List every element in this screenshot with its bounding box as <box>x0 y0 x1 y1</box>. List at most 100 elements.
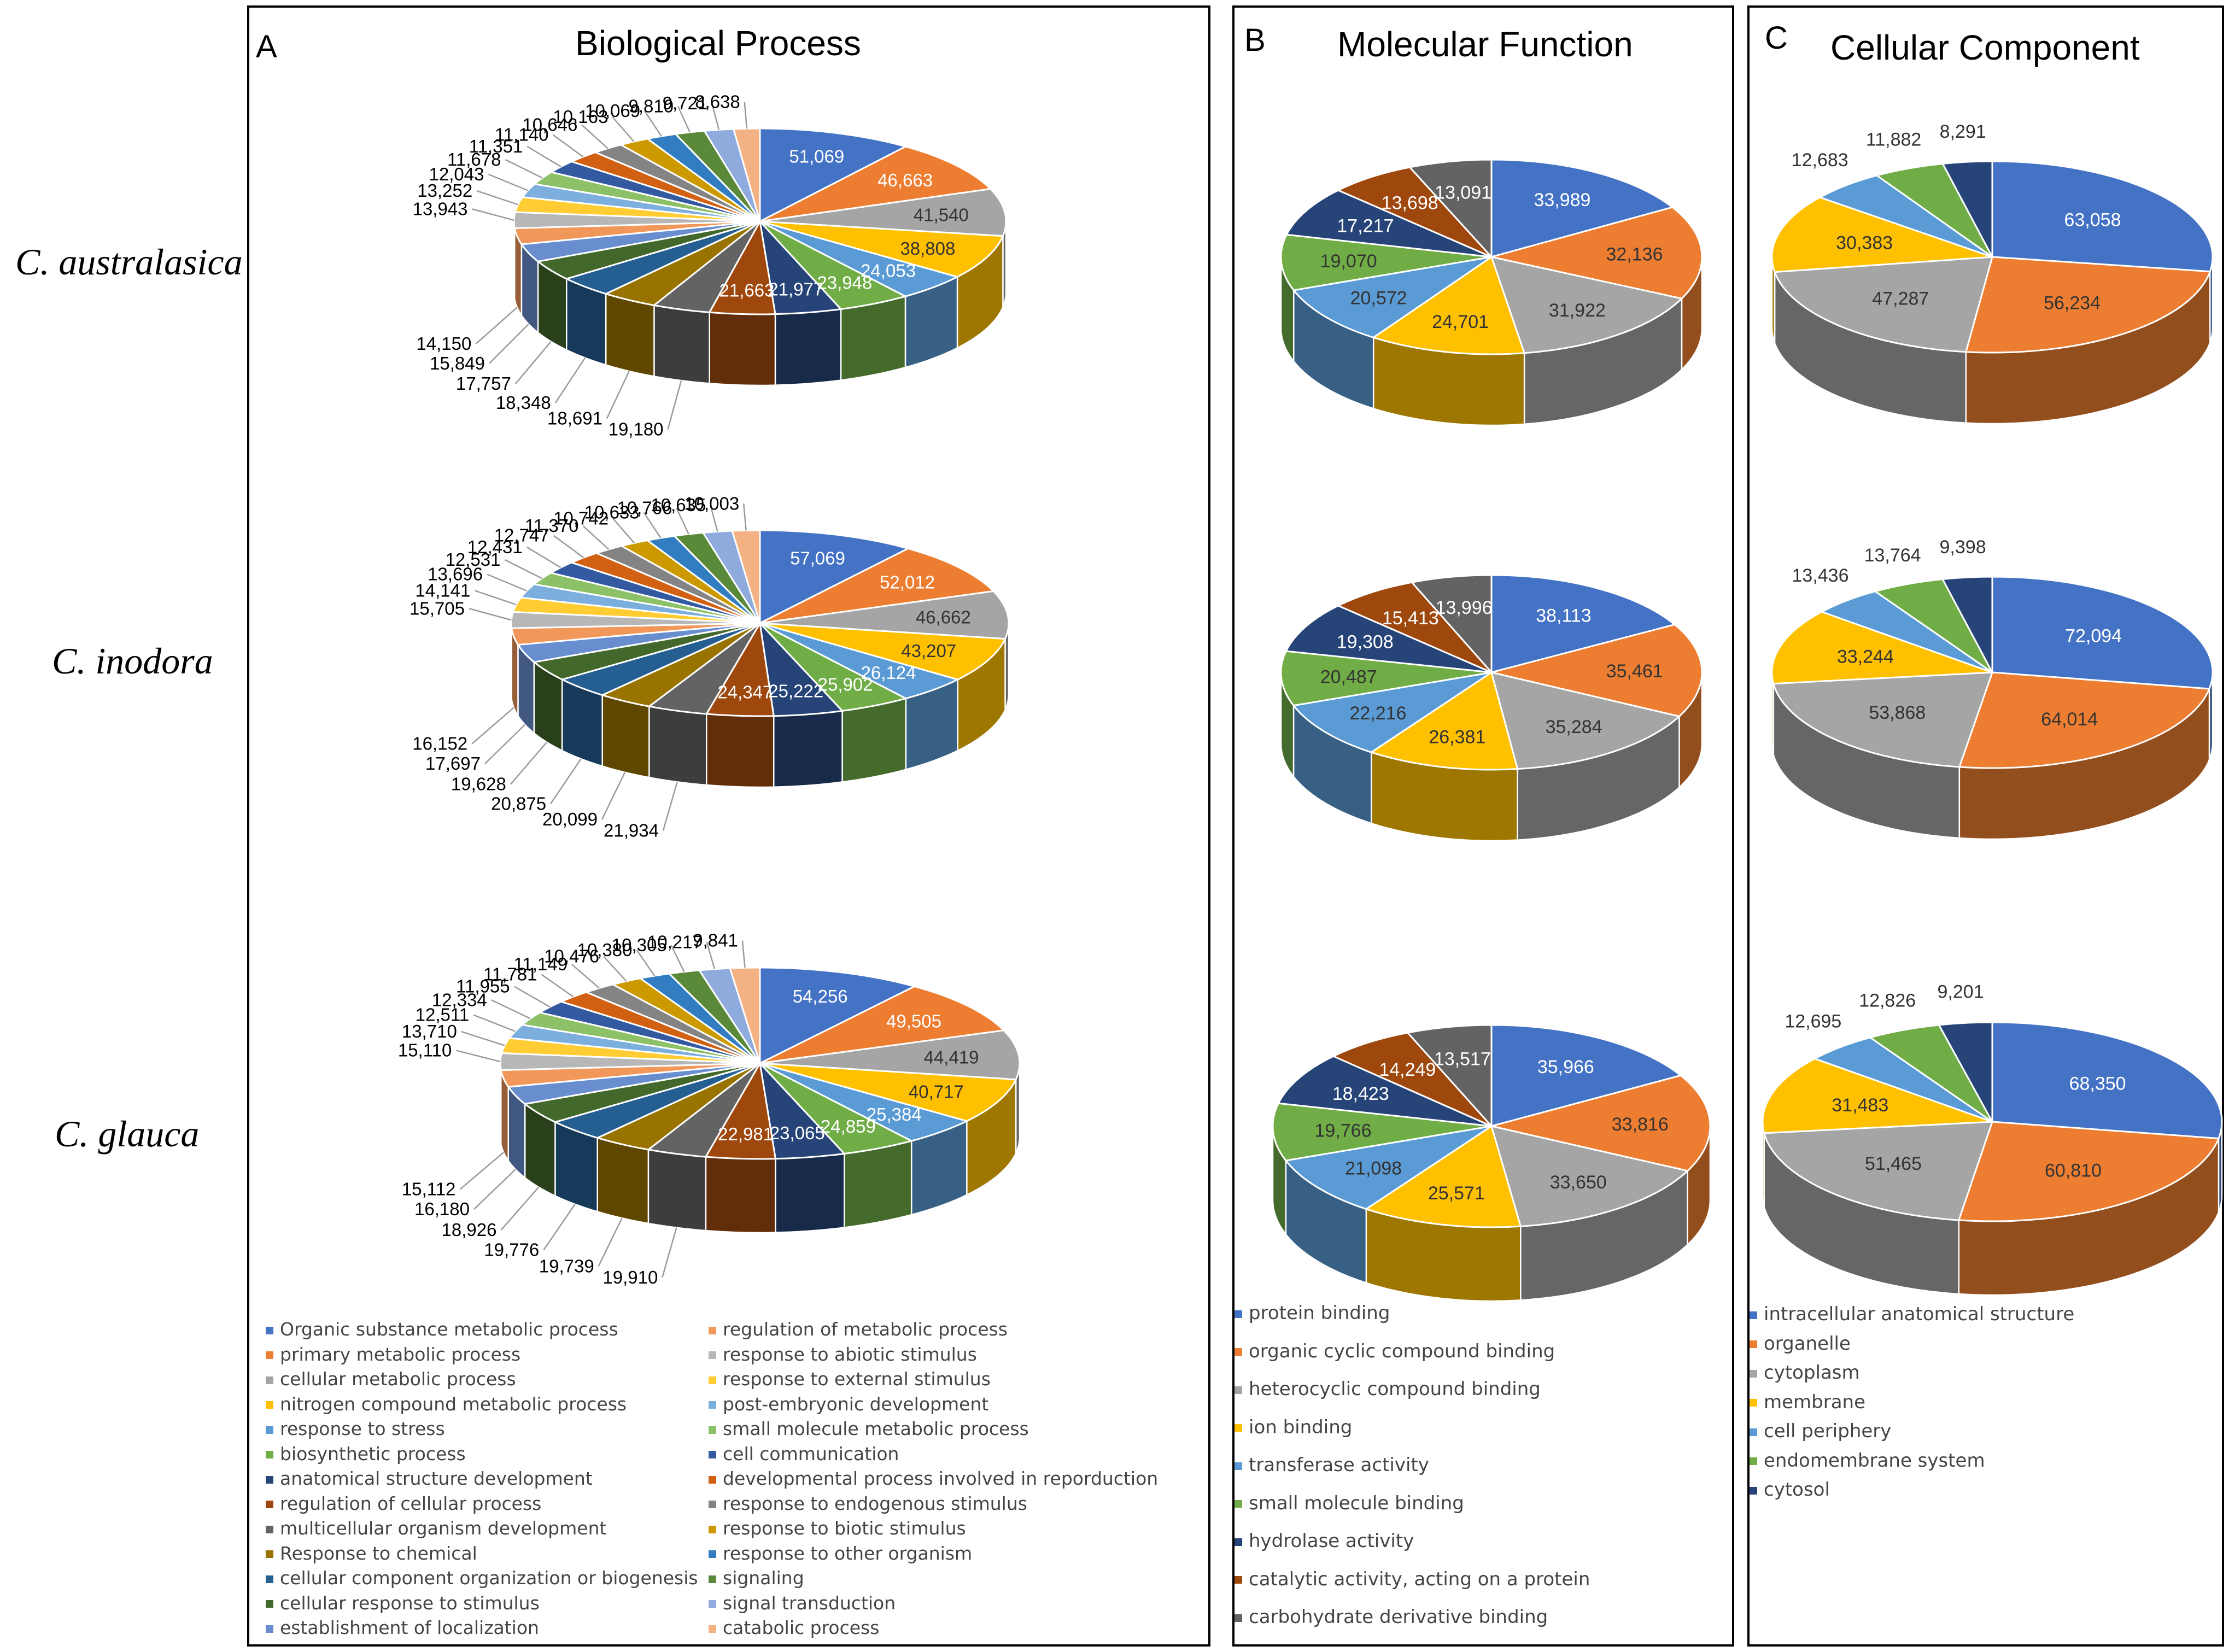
legend-item: response to endogenous stimulus <box>709 1493 1027 1514</box>
data-label: 12,695 <box>1785 1011 1841 1032</box>
legend-item: nitrogen compound metabolic process <box>266 1393 627 1415</box>
data-label: 13,436 <box>1792 565 1849 586</box>
legend-label: Organic substance metabolic process <box>280 1319 618 1340</box>
pie-slice <box>1491 206 1703 300</box>
data-label: 20,487 <box>1320 667 1377 688</box>
data-label: 15,110 <box>398 1040 452 1061</box>
leader-line <box>487 573 528 591</box>
legend-swatch <box>1750 1340 1757 1348</box>
pie-slice <box>1491 623 1703 718</box>
legend-item: cellular response to stimulus <box>266 1592 540 1614</box>
data-label: 22,981 <box>718 1124 773 1144</box>
leader-line <box>504 559 542 579</box>
legend-item: response to biotic stimulus <box>709 1518 966 1539</box>
data-label: 63,058 <box>2064 210 2121 231</box>
pie-side-wall <box>709 312 776 386</box>
data-label: 10,476 <box>544 946 599 966</box>
data-label: 26,381 <box>1429 727 1485 748</box>
data-label: 10,635 <box>651 495 706 515</box>
data-label: 19,180 <box>609 419 664 440</box>
legend-item: small molecule binding <box>1235 1492 1464 1514</box>
pie-slice <box>1991 160 2214 273</box>
pie-slice <box>731 529 761 624</box>
data-label: 10,633 <box>584 502 640 523</box>
legend-label: organic cyclic compound binding <box>1249 1340 1555 1362</box>
pie-slice <box>1410 574 1493 675</box>
data-label: 60,810 <box>2045 1160 2102 1181</box>
data-label: 20,572 <box>1350 288 1407 308</box>
data-label: 13,252 <box>417 180 472 201</box>
pie-slice <box>1371 255 1526 355</box>
leader-line <box>473 1169 516 1210</box>
data-label: 19,070 <box>1320 251 1377 272</box>
data-label: 47,287 <box>1872 289 1929 309</box>
legend-label: post-embryonic development <box>723 1393 989 1415</box>
leader-line <box>670 945 685 973</box>
legend-swatch <box>266 1550 273 1558</box>
pie-C-2: 72,094 64,014 53,868 33,244 13,436 13,764 9,39… <box>1771 537 2214 840</box>
pie-slice <box>1490 574 1677 673</box>
legend-item: carbohydrate derivative binding <box>1235 1606 1548 1628</box>
legend-swatch <box>1235 1538 1242 1546</box>
data-label: 38,808 <box>900 238 955 259</box>
legend-item: Organic substance metabolic process <box>266 1319 618 1340</box>
legend-swatch <box>709 1401 716 1409</box>
pie-slice <box>1285 189 1492 258</box>
data-label: 13,517 <box>1434 1049 1491 1070</box>
data-label: 9,810 <box>628 96 674 116</box>
pie-slice <box>759 220 1004 278</box>
leader-line <box>612 518 635 544</box>
pie-slice <box>759 188 1007 237</box>
data-label: 12,683 <box>1792 150 1848 171</box>
leader-line <box>500 1186 540 1231</box>
data-label: 33,244 <box>1837 647 1894 667</box>
legend-swatch <box>266 1401 273 1409</box>
leader-line <box>526 546 561 569</box>
leader-line <box>711 103 720 130</box>
legend-swatch <box>709 1376 716 1384</box>
data-label: 12,043 <box>429 164 484 184</box>
legend-label: protein binding <box>1249 1302 1390 1324</box>
species-label: C. inodora <box>52 640 213 682</box>
legend-label: cellular metabolic process <box>280 1368 516 1390</box>
legend-swatch <box>1235 1462 1242 1470</box>
data-label: 12,511 <box>416 1005 469 1025</box>
data-label: 52,012 <box>880 572 935 593</box>
leader-line <box>676 507 689 535</box>
leader-line <box>484 724 525 765</box>
leader-line <box>571 964 600 989</box>
legend-label: signal transduction <box>723 1592 896 1614</box>
data-label: 40,717 <box>909 1082 964 1102</box>
pie-slice <box>1490 671 1681 770</box>
legend-item: anatomical structure development <box>266 1468 593 1489</box>
data-label: 23,065 <box>770 1123 825 1143</box>
legend-label: heterocyclic compound binding <box>1249 1378 1541 1400</box>
pie-side-wall <box>647 1149 707 1232</box>
data-label: 33,989 <box>1534 190 1590 210</box>
data-label: 24,053 <box>861 260 916 280</box>
data-label: 13,996 <box>1436 597 1493 618</box>
pie-C-3: 68,350 60,810 51,465 31,483 12,695 12,826 9,20… <box>1762 981 2223 1296</box>
legend-swatch <box>1750 1369 1757 1378</box>
legend-swatch <box>266 1575 273 1583</box>
legend-item: small molecule metabolic process <box>709 1418 1029 1439</box>
legend-item: hydrolase activity <box>1235 1530 1414 1552</box>
legend-label: cytosol <box>1764 1479 1830 1501</box>
data-label: 51,465 <box>1865 1153 1922 1174</box>
legend-swatch <box>709 1326 716 1334</box>
pie-slice <box>1762 1057 1993 1134</box>
legend-swatch <box>1235 1614 1242 1622</box>
legend-swatch <box>1235 1310 1242 1318</box>
pie-slice <box>1941 160 1993 257</box>
data-label: 43,207 <box>901 641 956 661</box>
leader-line <box>603 956 627 982</box>
legend-item: developmental process involved in repord… <box>709 1468 1158 1489</box>
data-label: 17,217 <box>1337 216 1394 237</box>
data-label: 8,291 <box>1940 121 1986 142</box>
pie-C-1: 63,058 56,234 47,287 30,383 12,683 11,882 8,29… <box>1771 121 2214 425</box>
data-label: 16,180 <box>414 1199 470 1219</box>
legend-swatch <box>1750 1486 1757 1495</box>
legend-swatch <box>266 1525 273 1533</box>
data-label: 11,678 <box>447 149 501 169</box>
legend-swatch <box>1750 1428 1757 1436</box>
